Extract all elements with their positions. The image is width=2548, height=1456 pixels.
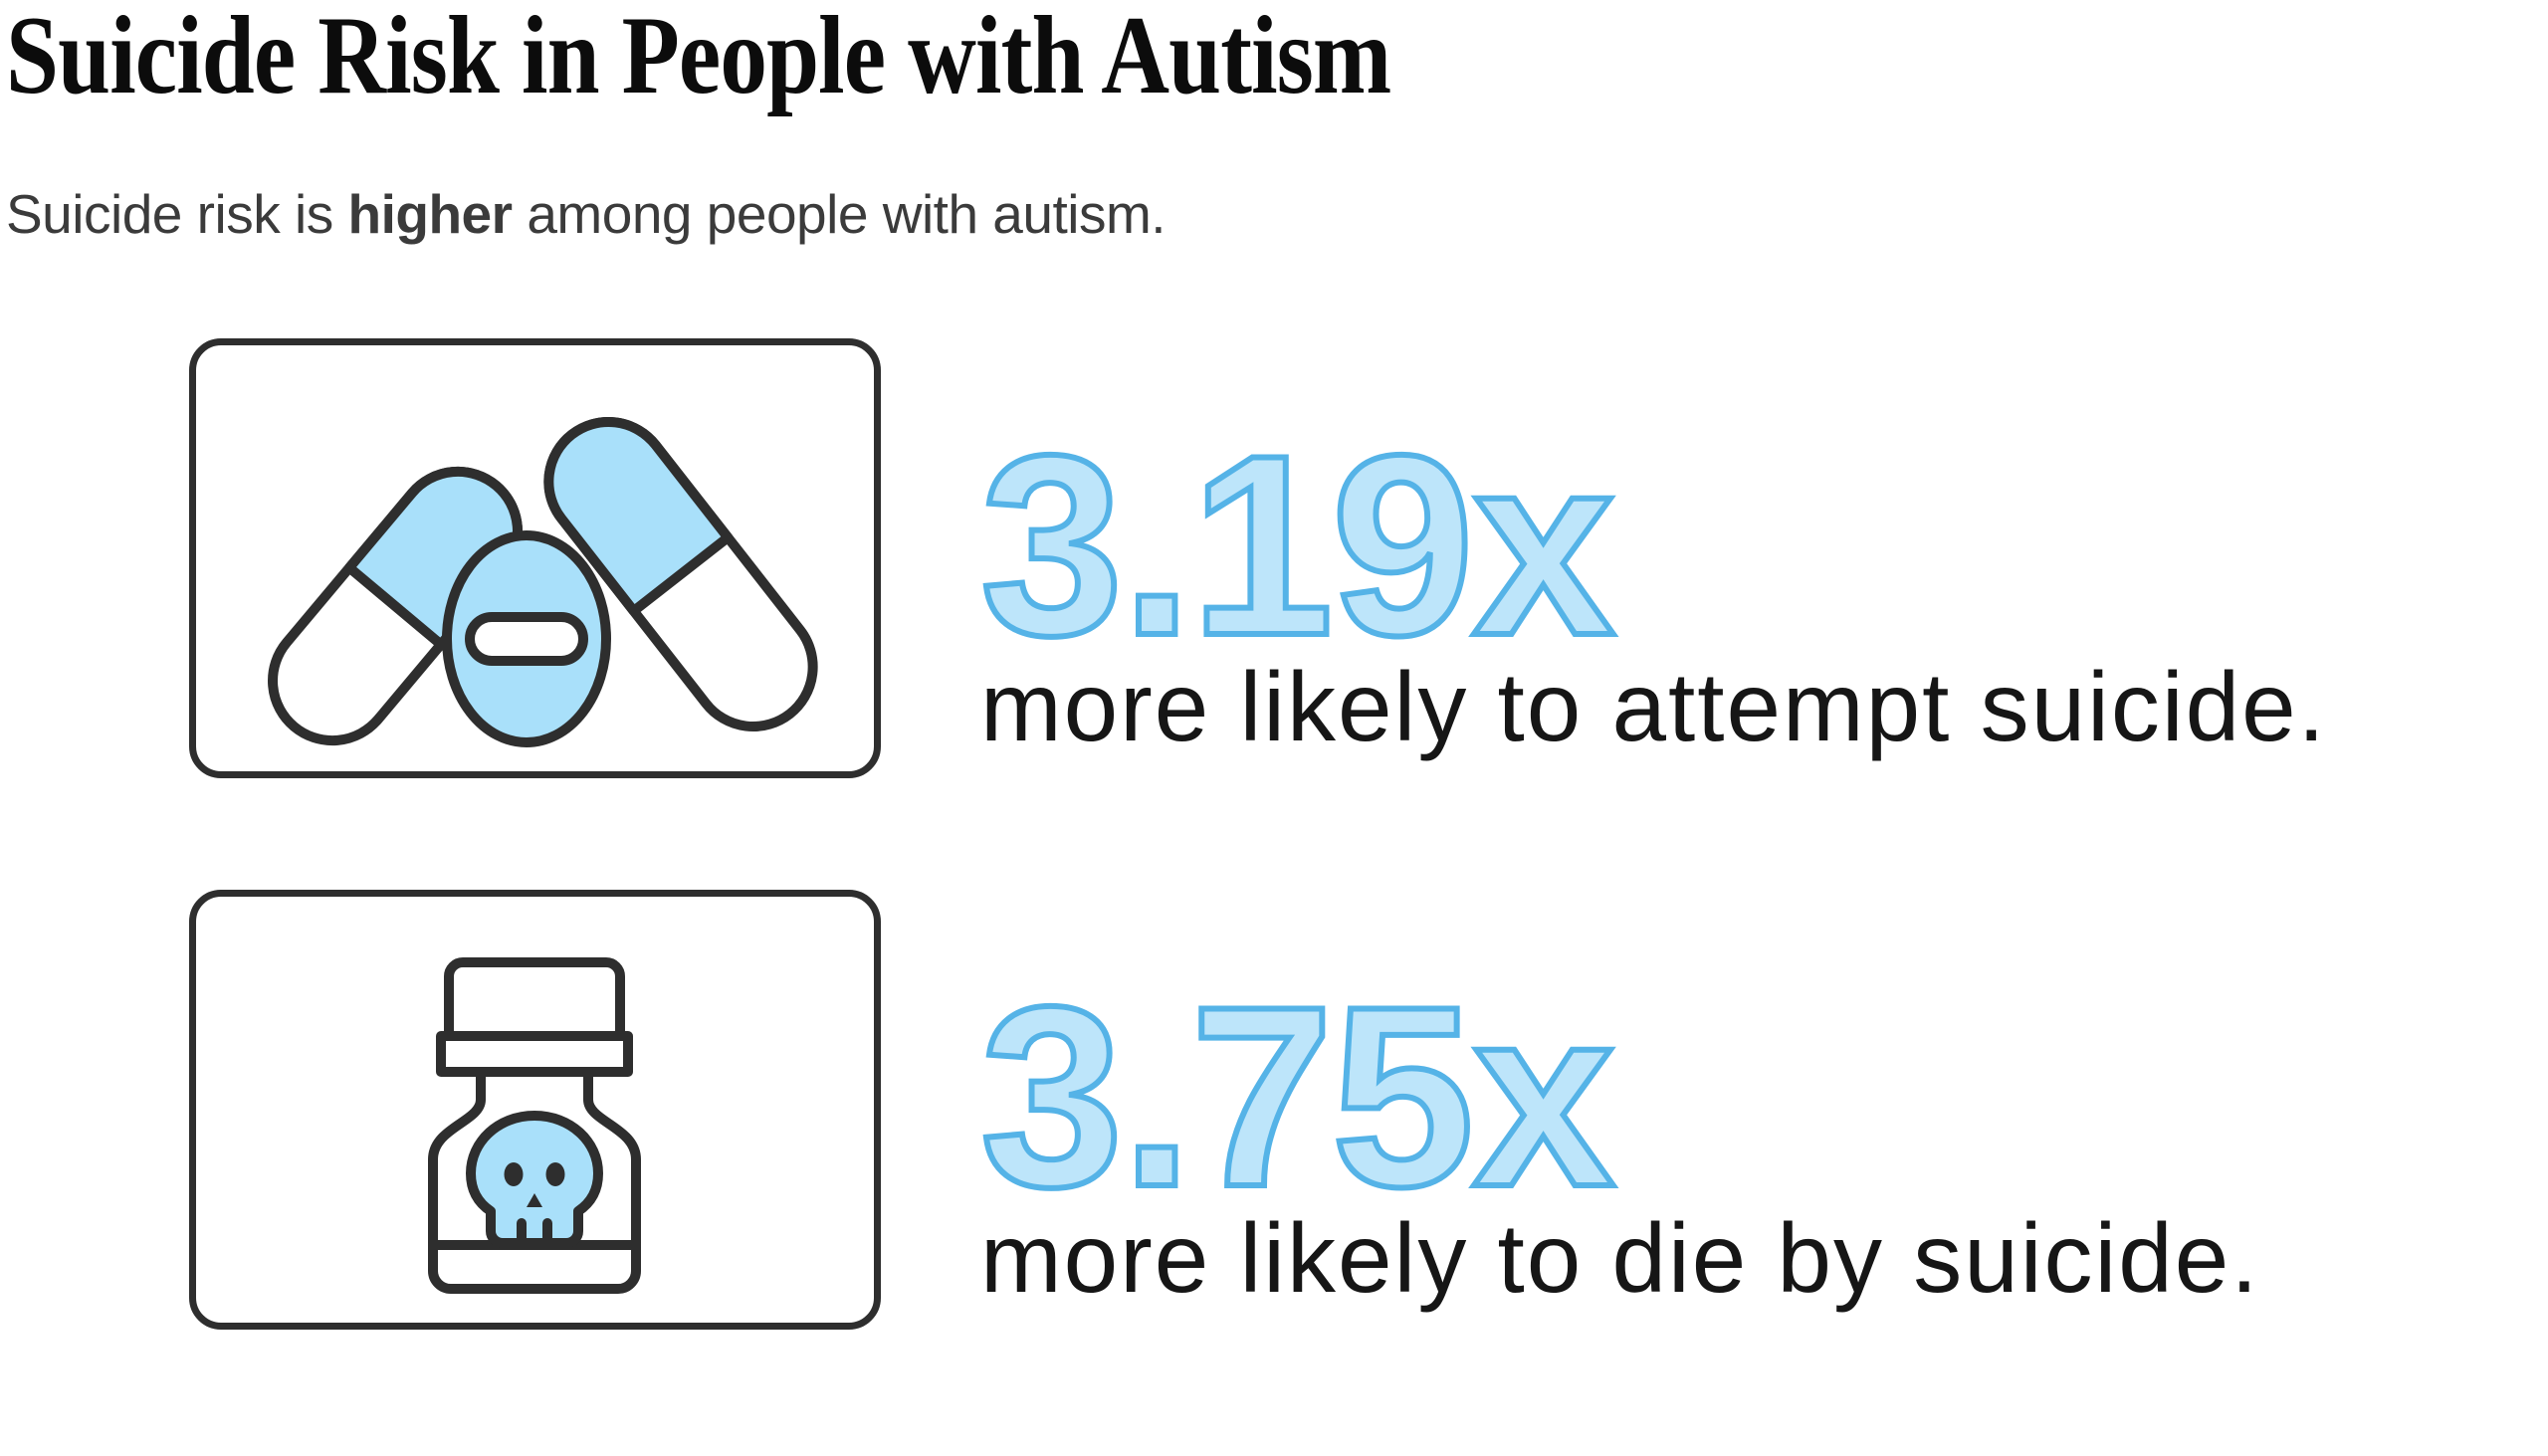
skull-eye-left [504,1162,524,1186]
stat-multiplier: 3.75x [977,952,1618,1240]
stat-row-attempt: 3.19x more likely to attempt suicide. [189,338,2548,778]
pills-icon [268,417,818,747]
skull-eye-right [545,1162,565,1186]
subtitle: Suicide risk is higher among people with… [6,181,1167,247]
subtitle-bold-word: higher [347,183,513,245]
poison-bottle-icon [428,957,641,1294]
capsule-right-icon [543,417,818,731]
stat-icon-card [189,338,881,778]
page-title: Suicide Risk in People with Autism [6,0,1391,117]
stat-text-attempt: 3.19x more likely to attempt suicide. [977,338,2327,766]
stat-caption: more likely to attempt suicide. [980,652,2327,761]
stat-multiplier: 3.19x [977,401,1618,689]
skull-teeth [517,1218,552,1246]
stat-row-die: 3.75x more likely to die by suicide. [189,890,2548,1330]
subtitle-suffix: among people with autism. [512,183,1167,245]
stat-text-die: 3.75x more likely to die by suicide. [977,890,2260,1318]
skull-nose [527,1193,542,1207]
stat-icon-card [189,890,881,1330]
stat-caption: more likely to die by suicide. [980,1203,2260,1313]
subtitle-prefix: Suicide risk is [6,183,348,245]
skull-icon [466,1111,603,1248]
tablet-icon [442,530,611,747]
